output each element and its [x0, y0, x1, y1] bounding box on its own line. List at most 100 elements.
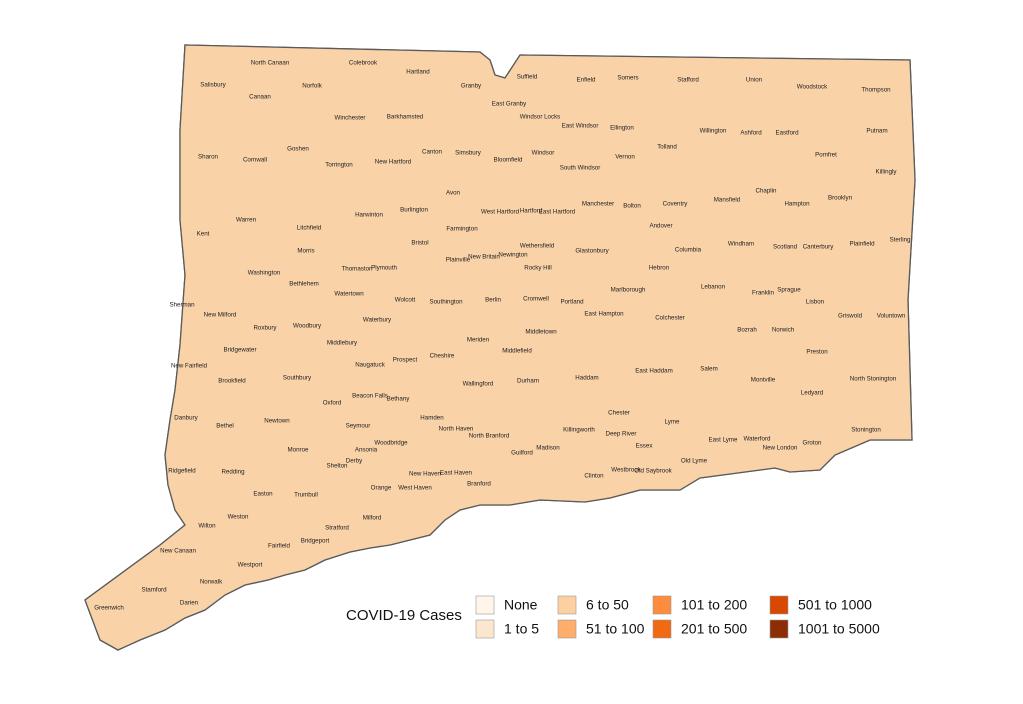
town-label-newtown: Newtown: [264, 418, 290, 425]
town-label-middlefield: Middlefield: [502, 348, 532, 355]
town-label-morris: Morris: [297, 248, 314, 255]
town-label-beacon-falls: Beacon Falls: [352, 393, 388, 400]
town-label-branford: Branford: [467, 481, 491, 488]
town-label-killingly: Killingly: [876, 169, 898, 176]
town-label-hamden: Hamden: [420, 415, 444, 422]
legend-label: 1 to 5: [504, 621, 539, 637]
town-label-new-london: New London: [763, 445, 798, 452]
town-label-north-branford: North Branford: [469, 433, 510, 440]
legend: COVID-19 Cases None 1 to 5 6 to 50 51 to 10…: [346, 595, 880, 639]
legend-swatch: [475, 595, 495, 615]
town-label-waterbury: Waterbury: [363, 317, 392, 324]
town-label-lyme: Lyme: [665, 419, 680, 426]
legend-label: 501 to 1000: [798, 597, 872, 613]
town-label-woodbury: Woodbury: [293, 323, 322, 330]
town-label-southbury: Southbury: [283, 375, 312, 382]
town-label-naugatuck: Naugatuck: [355, 362, 385, 369]
town-label-westport: Westport: [238, 562, 263, 569]
town-label-vernon: Vernon: [615, 154, 635, 161]
town-label-stamford: Stamford: [141, 587, 167, 594]
town-label-east-lyme: East Lyme: [708, 437, 738, 444]
town-label-sprague: Sprague: [777, 287, 801, 294]
town-label-goshen: Goshen: [287, 146, 309, 153]
town-label-middlebury: Middlebury: [327, 340, 358, 347]
town-label-east-granby: East Granby: [492, 101, 527, 108]
town-label-thomaston: Thomaston: [342, 266, 374, 273]
legend-label: 1001 to 5000: [798, 621, 880, 637]
town-label-willington: Willington: [700, 128, 727, 135]
legend-label: 6 to 50: [586, 597, 629, 613]
town-label-waterford: Waterford: [744, 436, 771, 443]
town-label-durham: Durham: [517, 378, 539, 385]
town-label-middletown: Middletown: [525, 329, 557, 336]
town-label-seymour: Seymour: [346, 423, 371, 430]
town-label-wilton: Wilton: [198, 523, 216, 530]
legend-swatch: [652, 595, 672, 615]
town-label-salisbury: Salisbury: [200, 82, 226, 89]
town-label-sherman: Sherman: [169, 302, 195, 309]
town-label-ridgefield: Ridgefield: [168, 468, 196, 475]
town-label-bethlehem: Bethlehem: [289, 281, 319, 288]
town-label-cromwell: Cromwell: [523, 296, 549, 303]
town-label-plainville: Plainville: [446, 257, 471, 264]
town-label-chester: Chester: [608, 410, 630, 417]
town-label-putnam: Putnam: [866, 128, 887, 135]
town-label-voluntown: Voluntown: [877, 313, 906, 320]
town-label-monroe: Monroe: [288, 447, 310, 454]
town-label-chaplin: Chaplin: [756, 188, 778, 195]
town-label-warren: Warren: [236, 217, 257, 224]
town-label-deep-river: Deep River: [606, 431, 637, 438]
town-label-roxbury: Roxbury: [253, 325, 277, 332]
town-label-madison: Madison: [536, 445, 560, 452]
town-label-griswold: Griswold: [838, 313, 863, 320]
town-label-west-haven: West Haven: [398, 485, 432, 492]
town-label-groton: Groton: [803, 440, 822, 447]
legend-title: COVID-19 Cases: [346, 607, 462, 624]
town-label-scotland: Scotland: [773, 244, 798, 251]
town-label-north-canaan: North Canaan: [251, 60, 290, 67]
town-label-new-canaan: New Canaan: [160, 548, 196, 555]
town-label-trumbull: Trumbull: [294, 492, 318, 499]
town-label-essex: Essex: [636, 443, 654, 450]
town-label-ansonia: Ansonia: [355, 447, 378, 454]
town-label-brooklyn: Brooklyn: [828, 195, 853, 202]
town-label-stratford: Stratford: [325, 525, 349, 532]
town-label-sterling: Sterling: [890, 237, 912, 244]
town-label-killingworth: Killingworth: [563, 427, 595, 434]
town-label-lisbon: Lisbon: [806, 299, 825, 306]
town-label-sharon: Sharon: [198, 154, 219, 161]
town-label-bridgewater: Bridgewater: [223, 347, 256, 354]
town-label-east-hampton: East Hampton: [584, 311, 624, 318]
town-label-south-windsor: South Windsor: [560, 165, 601, 172]
legend-label: 51 to 100: [586, 621, 645, 637]
town-label-washington: Washington: [248, 270, 281, 277]
town-label-ellington: Ellington: [610, 125, 634, 132]
town-label-norfolk: Norfolk: [302, 83, 323, 90]
legend-label: None: [504, 597, 538, 613]
town-label-brookfield: Brookfield: [218, 378, 246, 385]
town-label-bridgeport: Bridgeport: [301, 538, 330, 545]
town-label-salem: Salem: [700, 366, 718, 373]
town-label-hartford: Hartford: [520, 208, 543, 215]
town-label-new-fairfield: New Fairfield: [171, 363, 208, 370]
town-label-manchester: Manchester: [582, 201, 614, 208]
town-label-simsbury: Simsbury: [455, 150, 482, 157]
town-label-lebanon: Lebanon: [701, 284, 726, 291]
town-label-east-hartford: East Hartford: [539, 209, 576, 216]
town-label-barkhamsted: Barkhamsted: [387, 114, 424, 121]
town-label-litchfield: Litchfield: [297, 225, 322, 232]
town-label-mansfield: Mansfield: [714, 197, 741, 204]
town-label-cornwall: Cornwall: [243, 157, 267, 164]
town-label-coventry: Coventry: [663, 201, 689, 208]
town-label-portland: Portland: [560, 299, 584, 306]
town-label-danbury: Danbury: [174, 415, 198, 422]
town-label-bristol: Bristol: [411, 240, 428, 247]
town-label-east-windsor: East Windsor: [562, 123, 599, 130]
legend-swatch: [475, 619, 495, 639]
town-label-colchester: Colchester: [655, 315, 685, 322]
town-label-prospect: Prospect: [393, 357, 418, 364]
town-label-orange: Orange: [371, 485, 392, 492]
town-label-somers: Somers: [617, 75, 638, 82]
legend-swatch: [557, 595, 577, 615]
town-label-bethel: Bethel: [216, 423, 234, 430]
